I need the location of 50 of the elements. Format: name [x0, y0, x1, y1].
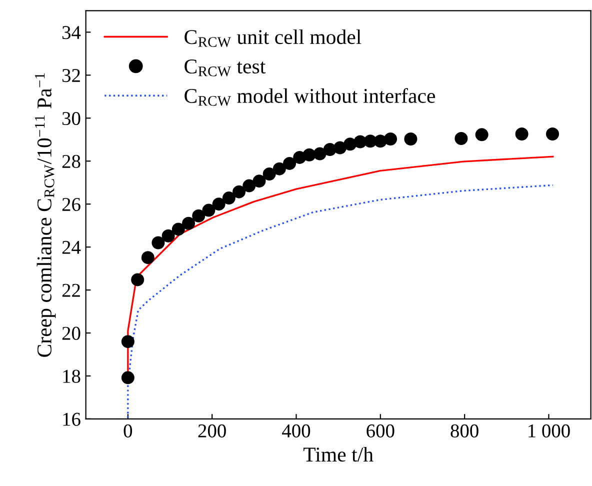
point [302, 148, 316, 162]
x-tick-label: 1 000 [528, 424, 570, 438]
legend-label: C$_{RCW}$ test [184, 60, 266, 76]
point [272, 162, 286, 176]
legend-label: C$_{RCW}$ model without interface [184, 88, 436, 106]
y-axis-title: Creep comliance C$_{RCW}$/10$^{−11}$ Pa$^{−1}$ [34, 73, 56, 357]
point [131, 273, 144, 286]
point [344, 138, 357, 151]
x-tick-label: 800 [450, 424, 478, 438]
point [334, 141, 347, 154]
point [172, 222, 185, 236]
x-tick-label: 200 [198, 424, 226, 438]
x-tick-label: 0 [124, 424, 132, 438]
legend-label: C$_{RCW}$ unit cell model [184, 29, 362, 47]
point [152, 236, 165, 250]
point [283, 156, 296, 170]
y-tick-label: 22 [62, 284, 80, 297]
x-axis-title: Time t/h [303, 446, 374, 462]
point [162, 229, 175, 242]
point [222, 192, 236, 205]
point [202, 204, 216, 217]
y-tick-label: 24 [62, 240, 81, 254]
point [546, 128, 560, 141]
point [121, 371, 134, 384]
point [182, 216, 196, 230]
point [374, 134, 387, 148]
point [141, 251, 154, 264]
y-tick-label: 34 [62, 26, 81, 40]
point [192, 209, 206, 222]
point [212, 198, 226, 211]
x-tick-label: 600 [366, 424, 394, 438]
point [313, 147, 326, 160]
y-tick-label: 26 [62, 198, 80, 212]
point [475, 128, 488, 142]
y-tick-label: 32 [62, 69, 80, 82]
point [121, 335, 134, 348]
point [454, 132, 468, 146]
y-tick-label: 28 [62, 154, 80, 168]
point [232, 185, 246, 198]
point [252, 174, 266, 188]
y-tick-label: 30 [62, 112, 80, 126]
point [515, 128, 528, 141]
point [262, 167, 276, 180]
point [384, 132, 398, 146]
y-tick-label: 18 [63, 370, 80, 383]
point [242, 179, 256, 192]
y-tick-label: 20 [62, 326, 80, 340]
x-tick-label: 400 [282, 424, 310, 438]
point [404, 132, 418, 146]
y-tick-label: 16 [63, 412, 80, 426]
